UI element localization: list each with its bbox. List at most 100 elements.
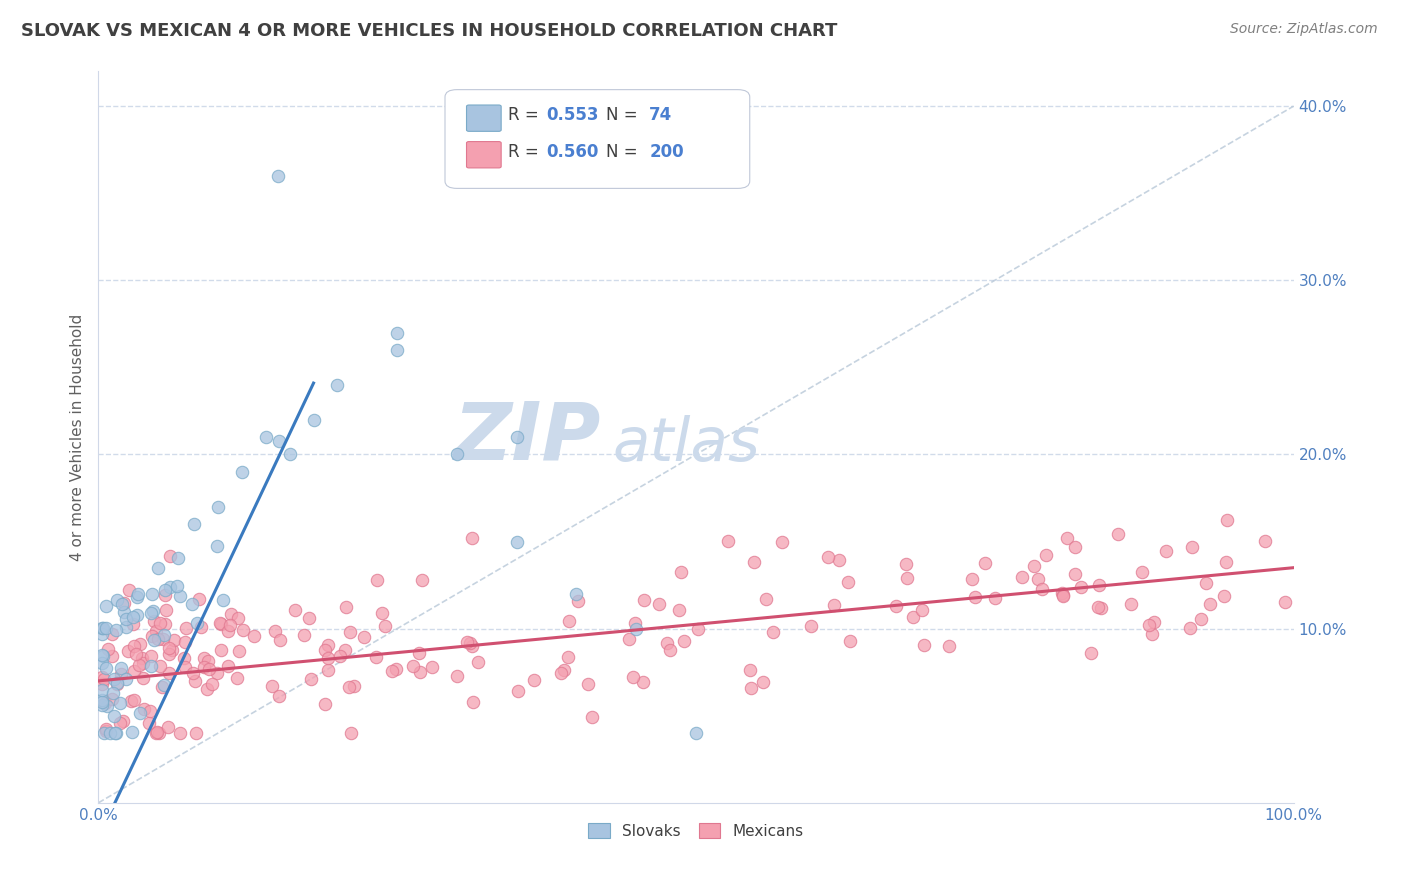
Point: [1090, 600, 1112, 615]
Legend: Slovaks, Mexicans: Slovaks, Mexicans: [581, 815, 811, 847]
Point: [278, 448, 301, 462]
Point: [208, 615, 231, 630]
Point: [408, 646, 430, 660]
Point: [101, 692, 124, 706]
Point: [302, 412, 325, 426]
Point: [219, 618, 242, 632]
Point: [633, 593, 655, 607]
Point: [94, 621, 117, 635]
Point: [243, 629, 266, 643]
Point: [186, 726, 208, 740]
Point: [122, 640, 145, 654]
Point: [353, 630, 375, 644]
Point: [912, 638, 935, 652]
Point: [962, 572, 984, 586]
Point: [91, 626, 114, 640]
Point: [103, 709, 125, 723]
Point: [173, 660, 195, 674]
Text: R =: R =: [509, 106, 544, 124]
Point: [217, 658, 239, 673]
Point: [1181, 540, 1204, 554]
Point: [174, 634, 197, 648]
Point: [364, 649, 387, 664]
Point: [553, 663, 575, 677]
Point: [181, 666, 204, 681]
Point: [508, 683, 530, 698]
Point: [456, 635, 478, 649]
Point: [409, 665, 432, 679]
Point: [127, 587, 149, 601]
Point: [262, 679, 284, 693]
Point: [669, 566, 692, 580]
Point: [316, 650, 339, 665]
Point: [91, 677, 114, 691]
Point: [128, 657, 150, 672]
Point: [263, 624, 285, 638]
Point: [146, 632, 169, 647]
Point: [339, 625, 361, 640]
Point: [205, 666, 228, 681]
Text: 0.553: 0.553: [547, 106, 599, 124]
Point: [142, 604, 165, 618]
Point: [108, 697, 131, 711]
Point: [800, 619, 823, 633]
Point: [209, 642, 232, 657]
Point: [299, 672, 322, 686]
Point: [755, 591, 778, 606]
Point: [183, 517, 205, 532]
Point: [1213, 589, 1236, 603]
Point: [1052, 588, 1074, 602]
Point: [96, 661, 118, 675]
Point: [1199, 597, 1222, 611]
Point: [1137, 617, 1160, 632]
Point: [94, 722, 117, 736]
Point: [938, 639, 960, 653]
Point: [190, 620, 212, 634]
Point: [839, 634, 862, 648]
Point: [152, 632, 174, 646]
Text: N =: N =: [606, 143, 643, 161]
Point: [166, 579, 188, 593]
Point: [770, 535, 793, 549]
Point: [339, 726, 361, 740]
Point: [110, 661, 132, 675]
Point: [94, 599, 117, 614]
Point: [335, 599, 357, 614]
Point: [267, 169, 290, 183]
Point: [139, 606, 162, 620]
Point: [131, 656, 153, 670]
Text: Source: ZipAtlas.com: Source: ZipAtlas.com: [1230, 22, 1378, 37]
Point: [167, 551, 190, 566]
Point: [120, 693, 142, 707]
Point: [254, 430, 277, 444]
Point: [91, 695, 114, 709]
Point: [1274, 594, 1296, 608]
Point: [187, 592, 209, 607]
Point: [576, 676, 599, 690]
Point: [1035, 548, 1057, 562]
Point: [326, 377, 349, 392]
Point: [1154, 543, 1177, 558]
Point: [896, 571, 918, 585]
Point: [134, 702, 156, 716]
Point: [335, 643, 357, 657]
Point: [112, 714, 135, 728]
Point: [105, 726, 128, 740]
Text: SLOVAK VS MEXICAN 4 OR MORE VEHICLES IN HOUSEHOLD CORRELATION CHART: SLOVAK VS MEXICAN 4 OR MORE VEHICLES IN …: [21, 22, 838, 40]
Point: [817, 549, 839, 564]
Point: [1087, 600, 1109, 615]
Point: [1070, 580, 1092, 594]
Point: [461, 532, 484, 546]
Point: [823, 598, 845, 612]
Point: [157, 665, 180, 680]
Point: [105, 676, 128, 690]
Point: [685, 726, 707, 740]
Point: [225, 671, 247, 685]
Point: [181, 597, 204, 611]
Point: [138, 704, 160, 718]
Point: [107, 677, 129, 691]
Point: [149, 616, 172, 631]
FancyBboxPatch shape: [467, 105, 501, 131]
Point: [232, 624, 254, 638]
Point: [385, 326, 409, 340]
